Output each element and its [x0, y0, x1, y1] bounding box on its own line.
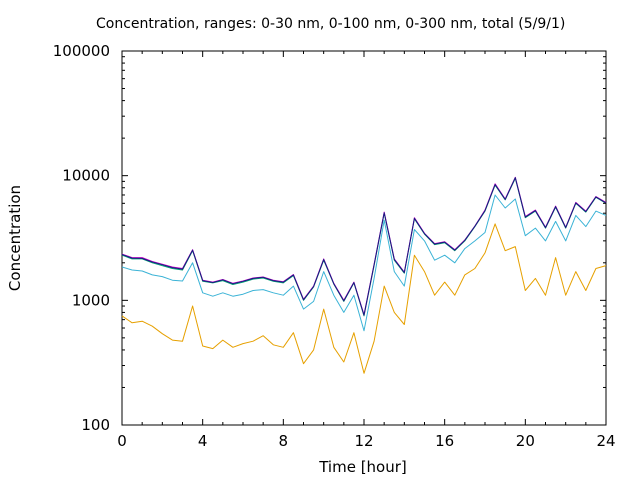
series-line-1 — [121, 194, 607, 332]
series-line-2 — [121, 177, 607, 317]
series-line-4 — [121, 177, 607, 316]
x-tick-label: 4 — [198, 432, 208, 450]
x-tick-label: 12 — [354, 432, 373, 450]
series-layer — [121, 176, 607, 374]
x-tick-label: 20 — [516, 432, 535, 450]
plot-area — [121, 50, 607, 426]
y-tick-label: 10000 — [62, 167, 110, 185]
x-tick-label: 24 — [596, 432, 615, 450]
x-tick-label: 8 — [279, 432, 289, 450]
tick-layer: 0 4 8 12 16 20 24 100 1000 10000 100000 — [53, 42, 616, 450]
x-axis-label: Time [hour] — [318, 458, 407, 476]
series-line-3 — [121, 176, 607, 315]
y-tick-label: 100000 — [53, 42, 110, 60]
x-tick-label: 0 — [117, 432, 127, 450]
plot-border — [121, 50, 607, 426]
series-line-0 — [121, 223, 607, 374]
y-tick-label: 100 — [81, 416, 110, 434]
chart-title: Concentration, ranges: 0-30 nm, 0-100 nm… — [96, 16, 565, 32]
y-axis-label: Concentration — [6, 185, 24, 291]
x-tick-label: 16 — [435, 432, 454, 450]
y-tick-label: 1000 — [72, 291, 110, 309]
